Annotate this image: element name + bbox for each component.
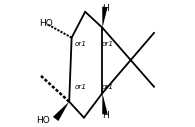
Text: H: H bbox=[102, 4, 109, 13]
Polygon shape bbox=[102, 6, 108, 28]
Text: or1: or1 bbox=[75, 84, 87, 90]
Text: HO: HO bbox=[40, 19, 53, 28]
Text: or1: or1 bbox=[75, 41, 87, 47]
Text: HO: HO bbox=[36, 116, 50, 125]
Text: or1: or1 bbox=[102, 84, 114, 90]
Polygon shape bbox=[53, 102, 69, 121]
Text: H: H bbox=[102, 110, 109, 120]
Polygon shape bbox=[102, 93, 108, 114]
Text: or1: or1 bbox=[102, 41, 114, 47]
